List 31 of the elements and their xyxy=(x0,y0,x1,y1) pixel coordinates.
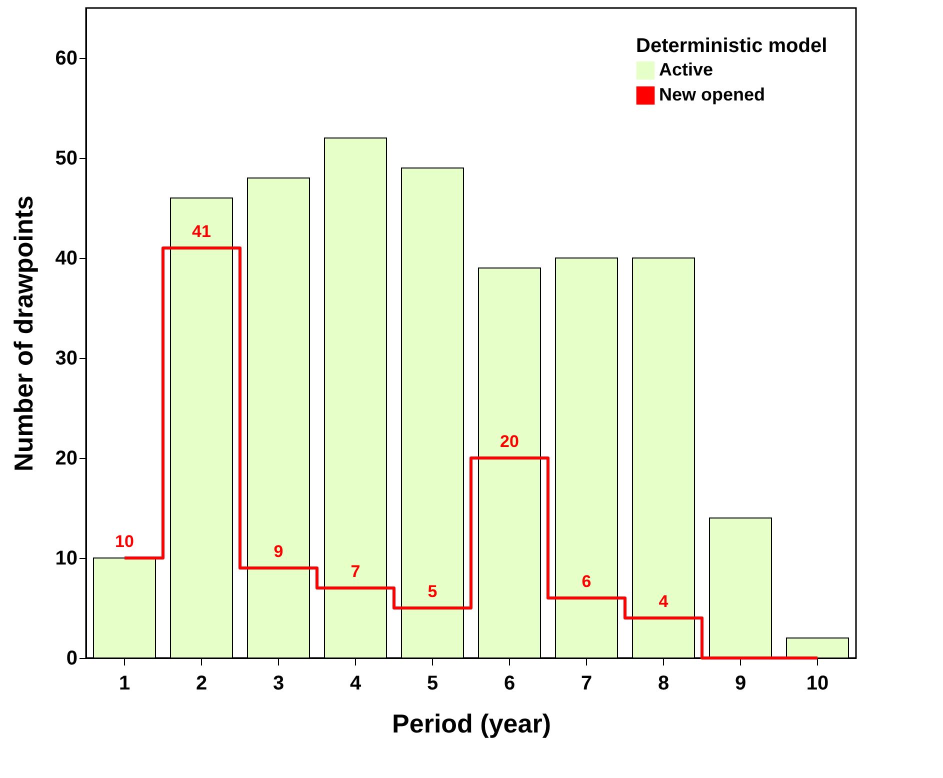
y-tick-label: 10 xyxy=(55,548,78,570)
y-tick-label: 50 xyxy=(55,148,78,170)
y-tick-label: 30 xyxy=(55,348,78,370)
data-label: 41 xyxy=(192,222,211,241)
y-axis-title: Number of drawpoints xyxy=(8,196,38,472)
legend-title: Deterministic model xyxy=(636,35,828,57)
x-axis-title: Period (year) xyxy=(392,708,551,738)
x-tick-label: 9 xyxy=(734,672,746,694)
y-tick-label: 0 xyxy=(66,648,78,670)
data-label: 6 xyxy=(582,572,592,591)
x-tick-label: 1 xyxy=(118,672,130,694)
x-tick-label: 7 xyxy=(580,672,592,694)
data-label: 9 xyxy=(274,542,284,561)
data-label: 5 xyxy=(428,582,438,601)
data-label: 20 xyxy=(500,432,519,451)
x-tick-label: 10 xyxy=(806,672,829,694)
data-label: 10 xyxy=(115,532,134,551)
y-tick-label: 20 xyxy=(55,448,78,470)
legend-label: New opened xyxy=(659,84,766,104)
x-tick-label: 4 xyxy=(350,672,362,694)
x-tick-label: 8 xyxy=(658,672,670,694)
y-tick-label: 40 xyxy=(55,248,78,270)
x-tick-label: 6 xyxy=(504,672,516,694)
x-tick-label: 5 xyxy=(426,672,438,694)
legend-label: Active xyxy=(659,60,714,80)
x-tick-label: 2 xyxy=(196,672,208,694)
data-label: 4 xyxy=(658,592,669,611)
x-tick-label: 3 xyxy=(272,672,284,694)
bar xyxy=(709,518,772,658)
data-label: 7 xyxy=(350,562,360,581)
y-tick-label: 60 xyxy=(55,48,78,70)
